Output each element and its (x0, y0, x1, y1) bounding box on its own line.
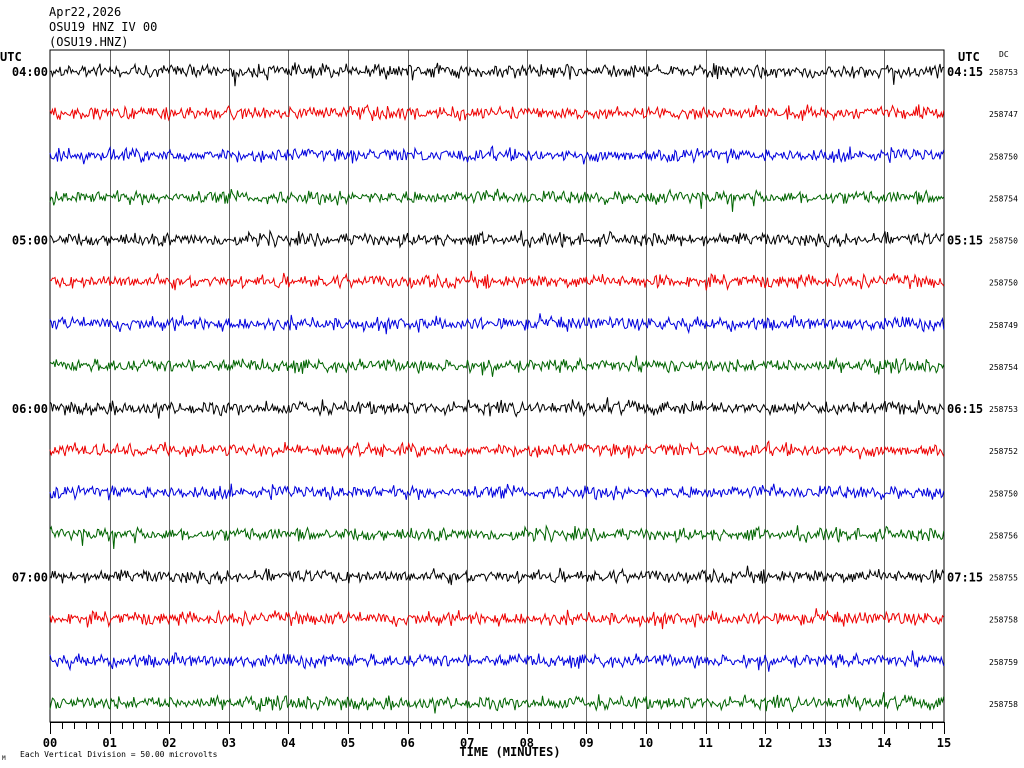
hour-label-right: 06:15 (947, 402, 983, 416)
x-tick-label: 04 (281, 736, 295, 750)
x-tick-label: 03 (222, 736, 236, 750)
dc-value: 258753 (989, 405, 1018, 414)
right-utc-title: UTC (958, 50, 980, 64)
x-tick-label: 09 (579, 736, 593, 750)
x-tick-label: 05 (341, 736, 355, 750)
hour-label-left: 06:00 (12, 402, 48, 416)
hour-label-right: 05:15 (947, 234, 983, 248)
x-tick-label: 11 (698, 736, 712, 750)
trace-row (49, 313, 945, 335)
seismic-traces (49, 62, 945, 714)
dc-value: 258759 (989, 658, 1018, 667)
x-tick-label: 07 (460, 736, 474, 750)
dc-value: 258750 (989, 279, 1018, 288)
hour-label-right: 04:15 (947, 65, 983, 79)
x-tick-label: 14 (877, 736, 891, 750)
trace-row (49, 650, 945, 672)
dc-value: 258758 (989, 700, 1018, 709)
x-tick-label: 13 (818, 736, 832, 750)
trace-row (49, 440, 945, 460)
dc-value: 258750 (989, 237, 1018, 246)
trace-row (49, 565, 945, 586)
hour-label-left: 05:00 (12, 234, 48, 248)
channel-label: (OSU19.HNZ) (49, 35, 129, 49)
trace-row (49, 397, 945, 419)
dc-value: 258749 (989, 321, 1018, 330)
trace-row (49, 692, 945, 714)
x-tick-label: 08 (520, 736, 534, 750)
x-tick-label: 12 (758, 736, 772, 750)
dc-value: 258754 (989, 363, 1018, 372)
trace-row (49, 104, 945, 122)
trace-row (49, 524, 945, 549)
axis-labels: 258753 258747 258750 258754 258750 258750 2587… (0, 50, 1018, 762)
hour-label-left: 07:00 (12, 571, 48, 585)
dc-value: 258754 (989, 194, 1018, 203)
x-tick-label: 01 (102, 736, 116, 750)
dc-value: 258756 (989, 531, 1018, 540)
footer-mark: M (2, 755, 6, 762)
x-tick-label: 06 (400, 736, 414, 750)
dc-value: 258753 (989, 68, 1018, 77)
trace-row (49, 62, 944, 87)
x-tick-label: 00 (43, 736, 57, 750)
date-label: Apr22,2026 (49, 5, 122, 19)
dc-value: 258750 (989, 489, 1018, 498)
dc-title: DC (999, 50, 1009, 59)
plot-grid (49, 49, 945, 734)
dc-value: 258750 (989, 152, 1018, 161)
trace-row (49, 145, 945, 165)
trace-row (49, 229, 945, 249)
trace-row (49, 483, 945, 501)
x-tick-label: 10 (639, 736, 653, 750)
trace-row (49, 188, 945, 212)
dc-value: 258755 (989, 574, 1018, 583)
hour-label-left: 04:00 (12, 65, 48, 79)
dc-value: 258747 (989, 110, 1018, 119)
left-utc-title: UTC (0, 50, 22, 64)
hour-label-right: 07:15 (947, 571, 983, 585)
station-label: OSU19 HNZ IV 00 (49, 20, 158, 34)
trace-row (49, 608, 945, 630)
x-tick-label: 15 (937, 736, 951, 750)
trace-row (49, 270, 945, 291)
dc-value: 258752 (989, 447, 1018, 456)
dc-value: 258758 (989, 616, 1018, 625)
vertical-division-note: Each Vertical Division = 50.00 microvolt… (20, 750, 218, 759)
x-tick-label: 02 (162, 736, 176, 750)
trace-row (49, 355, 945, 377)
x-axis-title: TIME (MINUTES) (459, 745, 560, 759)
